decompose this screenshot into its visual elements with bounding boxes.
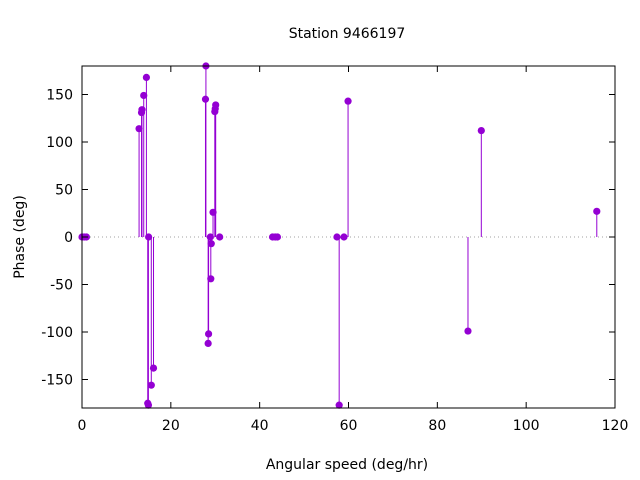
x-tick-label: 120 xyxy=(602,418,629,434)
y-tick-label: -150 xyxy=(41,373,73,389)
data-point xyxy=(142,73,151,81)
y-tick-label: 0 xyxy=(64,230,73,246)
data-point xyxy=(593,207,601,215)
x-tick-label: 0 xyxy=(78,418,87,434)
x-axis-label: Angular speed (deg/hr) xyxy=(266,457,428,473)
y-tick-label: -100 xyxy=(41,325,73,341)
data-point xyxy=(149,364,158,372)
y-tick-label: 100 xyxy=(46,135,73,151)
x-tick-label: 40 xyxy=(251,418,269,434)
x-axis: 0 20 40 60 80 100 120 xyxy=(78,66,629,434)
data-point xyxy=(216,233,224,241)
data-point xyxy=(204,330,213,338)
data-point xyxy=(212,101,220,109)
plot-marks xyxy=(78,62,615,409)
y-tick-label: 50 xyxy=(55,183,73,199)
data-point xyxy=(144,401,153,409)
y-axis: -150 -100 -50 0 50 100 150 xyxy=(41,88,615,389)
data-point xyxy=(147,381,155,389)
data-point xyxy=(464,327,472,335)
chart-title: Station 9466197 xyxy=(289,26,406,42)
data-point xyxy=(340,233,348,241)
y-axis-label: Phase (deg) xyxy=(12,195,28,279)
data-point xyxy=(140,91,148,100)
data-point xyxy=(207,240,215,248)
data-point xyxy=(477,127,485,135)
x-tick-label: 60 xyxy=(340,418,358,434)
x-tick-label: 20 xyxy=(162,418,180,434)
data-point xyxy=(344,97,352,105)
data-point xyxy=(135,125,143,133)
data-point xyxy=(335,401,343,409)
y-tick-label: 150 xyxy=(46,88,73,104)
data-point xyxy=(138,106,146,114)
data-point xyxy=(145,233,153,241)
data-point xyxy=(204,339,212,347)
x-tick-label: 100 xyxy=(513,418,540,434)
data-point xyxy=(273,233,282,241)
x-tick-label: 80 xyxy=(428,418,446,434)
y-tick-label: -50 xyxy=(50,278,73,294)
data-point xyxy=(207,275,215,283)
